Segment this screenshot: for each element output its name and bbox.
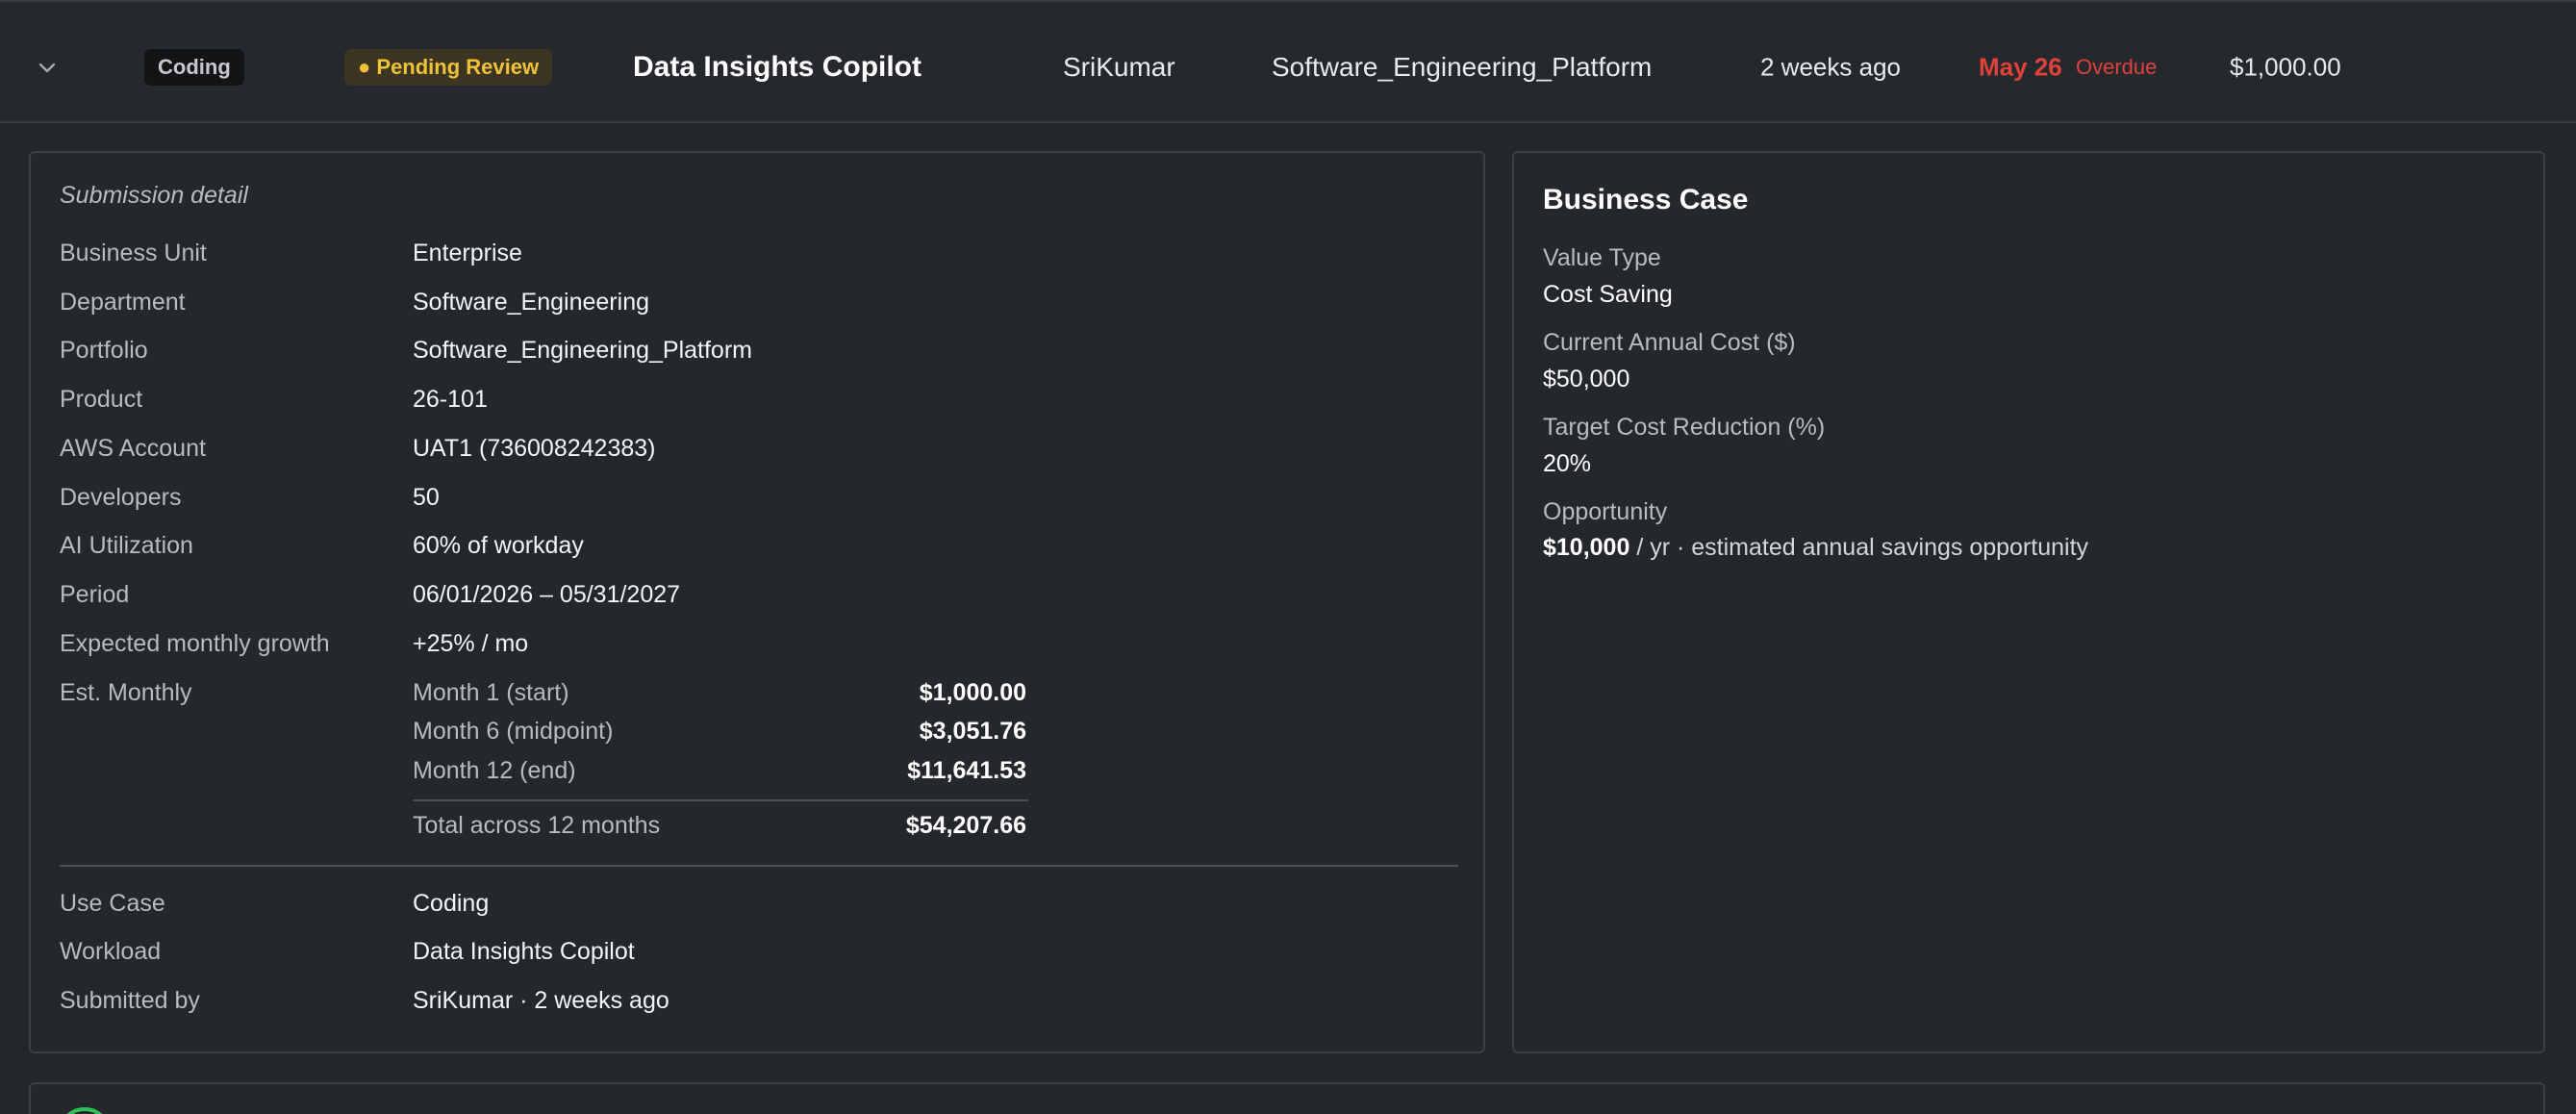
field-value-use-case: Coding (413, 890, 490, 917)
estimate-value-month-12: $11,641.53 (907, 757, 1026, 784)
field-label-period: Period (60, 581, 130, 608)
field-label-department: Department (60, 289, 186, 316)
opportunity-amount: $10,000 (1543, 534, 1630, 561)
field-label-aws-account: AWS Account (60, 435, 206, 462)
submission-row[interactable]: Coding ● Pending Review Data Insights Co… (0, 0, 2576, 123)
field-value-aws-account: UAT1 (736008242383) (413, 435, 656, 462)
workload-title: Data Insights Copilot (633, 51, 922, 83)
amount: $1,000.00 (2230, 52, 2341, 82)
current-cost-label: Current Annual Cost ($) (1543, 329, 1796, 356)
submission-detail-panel: Submission detail Business Unit Enterpri… (29, 151, 1485, 1053)
submitter-name: SriKumar (1063, 52, 1175, 82)
field-value-submitted-by: SriKumar · 2 weeks ago (413, 987, 669, 1014)
field-label-product: Product (60, 386, 143, 413)
chevron-down-icon[interactable] (35, 55, 60, 80)
use-case-badge: Coding (144, 49, 244, 86)
estimate-label-month-1: Month 1 (start) (413, 679, 569, 706)
estimate-value-month-6: $3,051.76 (919, 718, 1026, 745)
estimate-value-month-1: $1,000.00 (919, 679, 1026, 706)
submitted-age: 2 weeks ago (1760, 52, 1901, 82)
submission-detail-title: Submission detail (60, 182, 248, 209)
estimate-total-value: $54,207.66 (905, 812, 1026, 839)
field-value-developers: 50 (413, 484, 440, 511)
field-value-ai-utilization: 60% of workday (413, 532, 584, 559)
current-cost-value: $50,000 (1543, 366, 1630, 392)
business-case-panel: Business Case Value Type Cost Saving Cur… (1512, 151, 2545, 1053)
field-value-department: Software_Engineering (413, 289, 649, 316)
portfolio-name: Software_Engineering_Platform (1272, 52, 1653, 82)
field-value-workload: Data Insights Copilot (413, 938, 635, 965)
field-value-growth: +25% / mo (413, 630, 529, 657)
estimate-total-label: Total across 12 months (413, 812, 661, 839)
opportunity-suffix: / yr · estimated annual savings opportun… (1629, 534, 2089, 561)
next-panel (29, 1082, 2545, 1114)
target-reduction-label: Target Cost Reduction (%) (1543, 414, 1826, 441)
section-divider (60, 865, 1458, 867)
due-date: May 26 (1979, 52, 2062, 82)
field-label-business-unit: Business Unit (60, 240, 207, 266)
field-label-submitted-by: Submitted by (60, 987, 200, 1014)
target-reduction-value: 20% (1543, 450, 1592, 477)
field-value-portfolio: Software_Engineering_Platform (413, 337, 752, 364)
opportunity-label: Opportunity (1543, 498, 1668, 525)
field-value-product: 26-101 (413, 386, 488, 413)
status-badge: ● Pending Review (344, 49, 553, 86)
estimate-label-month-6: Month 6 (midpoint) (413, 718, 614, 745)
field-value-business-unit: Enterprise (413, 240, 522, 266)
field-label-ai-utilization: AI Utilization (60, 532, 193, 559)
field-label-workload: Workload (60, 938, 162, 965)
field-value-period: 06/01/2026 – 05/31/2027 (413, 581, 681, 608)
value-type-label: Value Type (1543, 244, 1661, 271)
business-case-title: Business Case (1543, 184, 1749, 215)
field-label-use-case: Use Case (60, 890, 165, 917)
estimate-divider (413, 799, 1028, 801)
field-label-growth: Expected monthly growth (60, 630, 330, 657)
field-label-est-monthly: Est. Monthly (60, 679, 192, 706)
field-label-portfolio: Portfolio (60, 337, 148, 364)
overdue-label: Overdue (2076, 55, 2158, 79)
estimate-label-month-12: Month 12 (end) (413, 757, 576, 784)
opportunity-line: $10,000 / yr · estimated annual savings … (1543, 534, 2088, 562)
status-circle-icon (58, 1107, 112, 1114)
value-type-value: Cost Saving (1543, 281, 1673, 308)
field-label-developers: Developers (60, 484, 182, 511)
